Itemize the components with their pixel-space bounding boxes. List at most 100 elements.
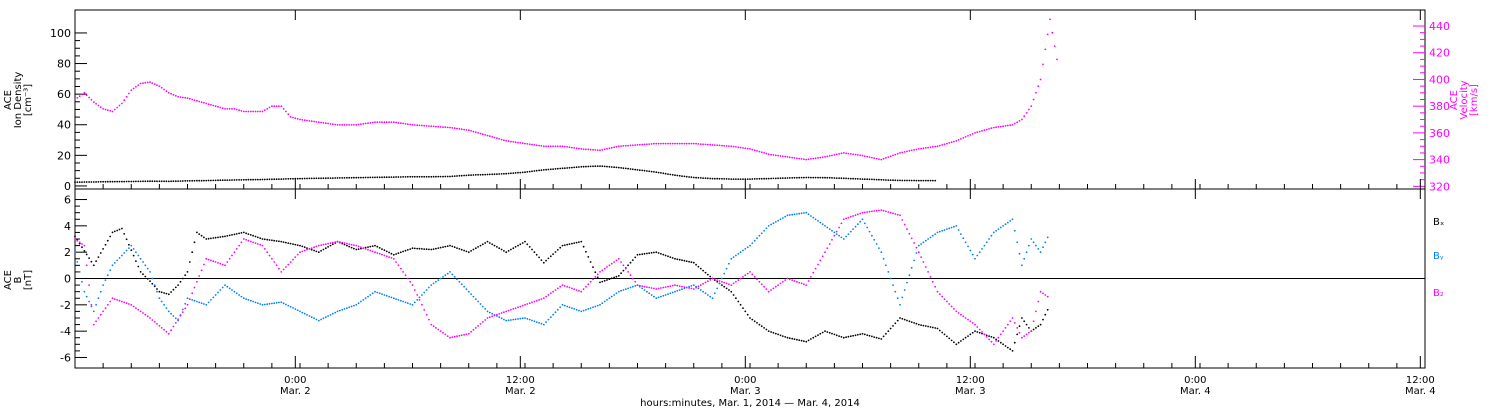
data-point [978,251,981,254]
data-point [798,339,801,342]
data-point [341,308,344,311]
data-point [985,128,988,131]
top-y2tick-label: 440 [1429,20,1450,33]
data-point [953,225,955,228]
data-point [514,172,517,174]
data-point [228,257,231,260]
data-point [915,252,918,254]
data-point [1044,241,1047,244]
data-point [369,122,372,124]
data-point [610,262,613,265]
data-point [971,133,974,135]
data-point [524,240,526,243]
data-point [887,156,890,159]
data-point [885,179,887,181]
data-point [207,258,210,261]
data-point [1037,85,1040,87]
data-point [955,343,958,346]
data-point [653,251,655,254]
data-point [948,142,951,144]
data-point [406,175,409,178]
data-point [463,285,465,288]
data-point [294,243,297,246]
data-point [510,308,512,311]
data-point [353,244,355,247]
data-point [519,171,522,174]
data-point [81,246,83,249]
data-point [308,177,311,180]
data-point [849,215,852,218]
data-point [871,156,873,159]
data-point [667,285,669,288]
data-point [507,172,510,175]
data-point [474,247,477,250]
data-point [885,264,887,267]
data-point [113,108,116,111]
data-point [78,181,81,184]
data-point [796,338,798,341]
data-point [981,130,983,132]
data-point [730,290,733,293]
data-point [838,234,840,237]
data-point [549,255,552,258]
data-point [620,167,622,169]
data-point [282,241,285,244]
data-point [842,177,845,180]
data-point [678,258,681,261]
data-point [306,314,308,316]
data-point [601,280,604,283]
data-point [803,340,805,343]
data-point [479,303,482,305]
data-point [1009,220,1012,222]
data-point [873,210,876,212]
data-point [535,253,538,256]
data-point [896,213,899,216]
data-point [582,165,585,168]
data-point [814,157,817,160]
data-point [788,214,791,216]
data-point [917,148,920,150]
data-point [927,179,929,182]
data-point [308,120,311,122]
data-point [777,154,779,157]
data-point [702,269,704,272]
xtick-time: 12:00 [1406,375,1435,386]
data-point [617,166,620,169]
data-point [908,274,911,277]
data-point [247,239,250,242]
data-point [868,156,871,159]
data-point [667,142,669,145]
data-point [861,154,864,157]
data-point [500,312,503,314]
data-point [582,148,585,151]
data-point [357,248,360,251]
data-point [193,179,196,182]
data-point [777,177,779,180]
top-ylabel: ACE Ion Density [cm⁻³] [3,72,34,129]
data-point [423,248,426,251]
data-point [439,277,442,280]
data-point [777,284,779,286]
data-point [210,299,212,301]
data-point [957,312,960,314]
data-point [981,248,983,250]
data-point [470,293,472,295]
data-point [409,303,412,305]
data-point [411,124,414,126]
data-point [563,167,566,170]
data-point [224,235,226,238]
data-point [254,235,257,238]
data-point [622,264,625,267]
data-point [360,123,362,126]
data-point [634,256,637,259]
data-point [739,303,742,306]
data-point [231,108,233,110]
data-point [491,315,494,318]
data-point [278,240,280,243]
data-point [505,140,508,142]
data-point [296,309,299,312]
data-point [713,177,716,180]
data-point [535,144,538,147]
data-point [936,231,939,234]
